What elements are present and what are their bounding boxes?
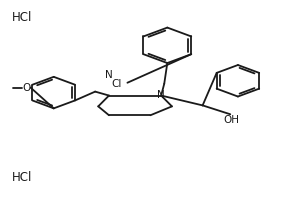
- Text: Cl: Cl: [111, 79, 121, 89]
- Text: HCl: HCl: [12, 11, 33, 24]
- Text: HCl: HCl: [12, 171, 33, 184]
- Text: N: N: [157, 90, 165, 99]
- Text: O: O: [22, 83, 30, 93]
- Text: N: N: [105, 70, 113, 80]
- Text: OH: OH: [224, 115, 240, 125]
